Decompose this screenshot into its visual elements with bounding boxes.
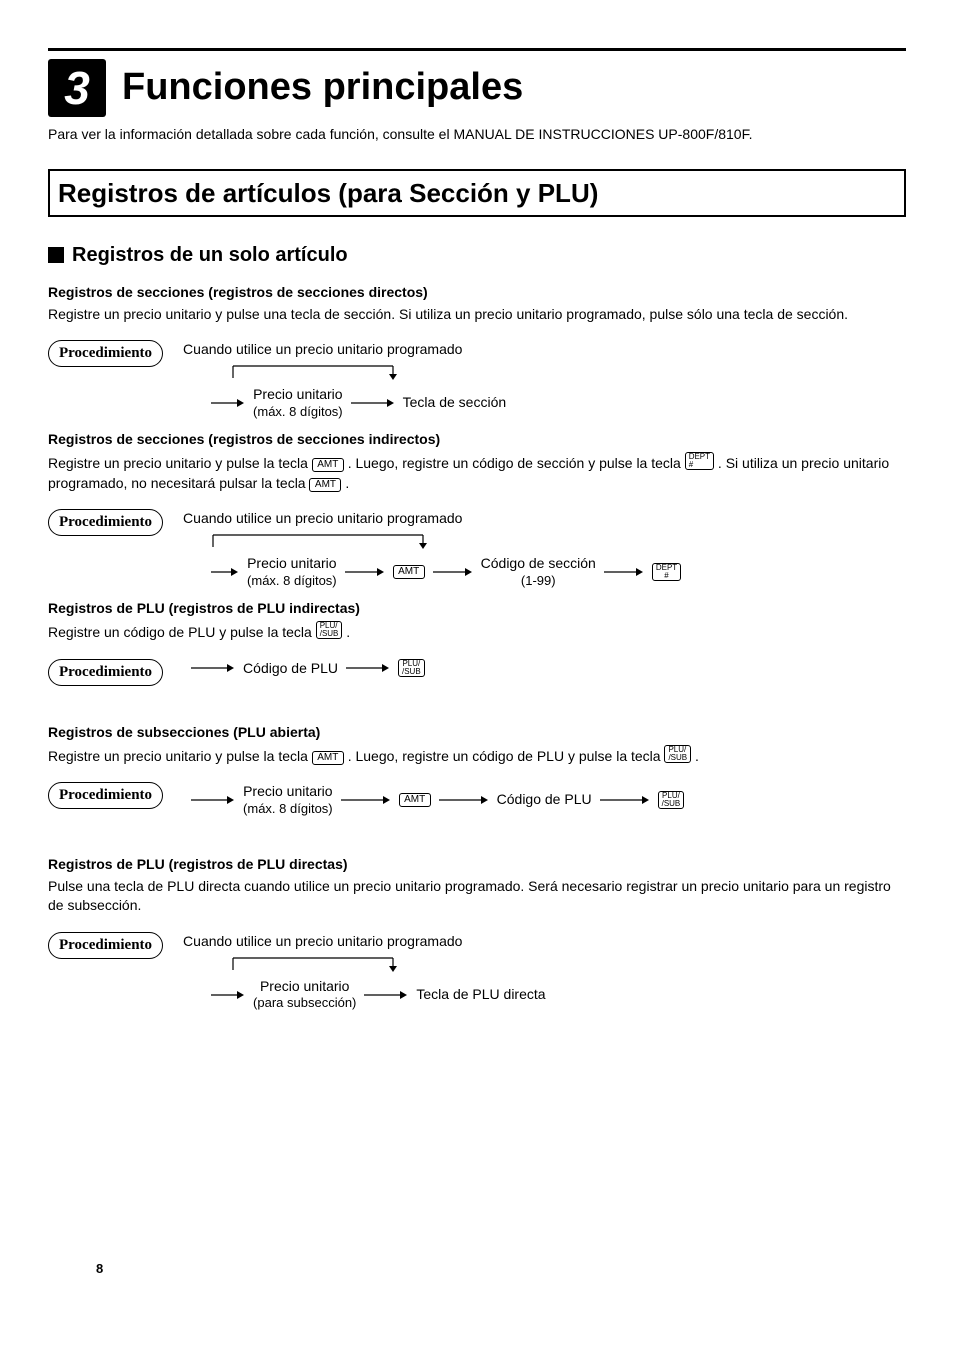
- txt: Registre un precio unitario y pulse la t…: [48, 748, 312, 764]
- arrow-icon: [341, 795, 391, 805]
- skip-arrow-icon: [183, 956, 443, 974]
- unit-price-label: Precio unitario: [260, 977, 350, 995]
- section-title: Registros de artículos (para Sección y P…: [48, 169, 906, 217]
- range-label: (1-99): [521, 573, 556, 590]
- block3-procedure: Procedimiento Código de PLU PLU/ /SUB: [48, 659, 906, 686]
- txt: Registre un precio unitario y pulse la t…: [48, 455, 312, 471]
- unit-price: Precio unitario (máx. 8 dígitos): [247, 554, 337, 589]
- txt: .: [346, 624, 350, 640]
- skip-arrow-icon: [183, 533, 463, 551]
- amt-key-icon: AMT: [393, 565, 425, 579]
- amt-key-icon: AMT: [309, 478, 341, 492]
- top-rule: [48, 48, 906, 51]
- arrow-icon: [351, 398, 395, 408]
- block2-procedure: Procedimiento Cuando utilice un precio u…: [48, 509, 906, 589]
- block2-title: Registros de secciones (registros de sec…: [48, 430, 906, 450]
- arrow-icon: [211, 567, 239, 577]
- arrow-icon: [211, 398, 245, 408]
- block4-procedure: Procedimiento Precio unitario (máx. 8 dí…: [48, 782, 906, 817]
- amt-key-icon: AMT: [399, 793, 431, 807]
- amt-key-icon: AMT: [312, 458, 344, 472]
- arrow-icon: [211, 990, 245, 1000]
- skip-arrow-icon: [183, 364, 443, 382]
- chapter-number-box: 3: [48, 59, 106, 117]
- txt: . Luego, registre un código de sección y…: [348, 455, 685, 471]
- arrow-icon: [433, 567, 473, 577]
- unit-price-label: Precio unitario: [243, 782, 333, 800]
- plu-code-label: Código de PLU: [243, 659, 338, 679]
- arrow-icon: [191, 663, 235, 673]
- subsection-note: (para subsección): [253, 995, 356, 1012]
- block1-title: Registros de secciones (registros de sec…: [48, 283, 906, 303]
- arrow-icon: [346, 663, 390, 673]
- chapter-title: Funciones principales: [122, 61, 523, 114]
- plu-code-label: Código de PLU: [497, 790, 592, 810]
- subsection-title: Registros de un solo artículo: [72, 241, 348, 269]
- direct-plu-key-label: Tecla de PLU directa: [416, 985, 545, 1005]
- block4-text: Registre un precio unitario y pulse la t…: [48, 745, 906, 767]
- plu-key-icon: PLU/ /SUB: [658, 791, 685, 809]
- unit-price-label: Precio unitario: [247, 554, 337, 572]
- txt: Registre un código de PLU y pulse la tec…: [48, 624, 316, 640]
- dept-key-icon: DEPT #: [652, 563, 681, 581]
- arrow-icon: [600, 795, 650, 805]
- block5-title: Registros de PLU (registros de PLU direc…: [48, 855, 906, 875]
- block3-text: Registre un código de PLU y pulse la tec…: [48, 621, 906, 643]
- programmed-note: Cuando utilice un precio unitario progra…: [183, 932, 906, 952]
- arrow-icon: [439, 795, 489, 805]
- block5-procedure: Procedimiento Cuando utilice un precio u…: [48, 932, 906, 1012]
- plu-key-icon: PLU/ /SUB: [316, 621, 343, 639]
- txt: . Luego, registre un código de PLU y pul…: [348, 748, 665, 764]
- procedure-label: Procedimiento: [48, 340, 163, 367]
- max-digits: (máx. 8 dígitos): [247, 573, 337, 590]
- arrow-icon: [604, 567, 644, 577]
- dept-key-icon: DEPT #: [685, 452, 714, 470]
- unit-price-label: Precio unitario: [253, 385, 343, 403]
- block1-procedure: Procedimiento Cuando utilice un precio u…: [48, 340, 906, 420]
- arrow-icon: [345, 567, 385, 577]
- block5-text: Pulse una tecla de PLU directa cuando ut…: [48, 877, 906, 916]
- plu-key-icon: PLU/ /SUB: [398, 659, 425, 677]
- programmed-note: Cuando utilice un precio unitario progra…: [183, 509, 906, 529]
- procedure-label: Procedimiento: [48, 782, 163, 809]
- txt: .: [345, 475, 349, 491]
- section-key-label: Tecla de sección: [403, 393, 507, 413]
- chapter-header: 3 Funciones principales: [48, 59, 906, 117]
- procedure-label: Procedimiento: [48, 659, 163, 686]
- section-code-label: Código de sección: [481, 554, 596, 572]
- txt: .: [695, 748, 699, 764]
- square-bullet-icon: [48, 247, 64, 263]
- amt-key-icon: AMT: [312, 751, 344, 765]
- programmed-note: Cuando utilice un precio unitario progra…: [183, 340, 906, 360]
- section-code: Código de sección (1-99): [481, 554, 596, 589]
- block1-text: Registre un precio unitario y pulse una …: [48, 305, 906, 325]
- plu-key-icon: PLU/ /SUB: [664, 745, 691, 763]
- block3-title: Registros de PLU (registros de PLU indir…: [48, 599, 906, 619]
- intro-paragraph: Para ver la información detallada sobre …: [48, 125, 906, 145]
- procedure-label: Procedimiento: [48, 509, 163, 536]
- unit-price: Precio unitario (para subsección): [253, 977, 356, 1012]
- block4-title: Registros de subsecciones (PLU abierta): [48, 723, 906, 743]
- max-digits: (máx. 8 dígitos): [253, 404, 343, 421]
- unit-price: Precio unitario (máx. 8 dígitos): [253, 385, 343, 420]
- subsection-row: Registros de un solo artículo: [48, 241, 906, 269]
- unit-price: Precio unitario (máx. 8 dígitos): [243, 782, 333, 817]
- max-digits: (máx. 8 dígitos): [243, 801, 333, 818]
- page-number: 8: [96, 1260, 103, 1278]
- block2-text: Registre un precio unitario y pulse la t…: [48, 452, 906, 493]
- arrow-icon: [364, 990, 408, 1000]
- arrow-icon: [191, 795, 235, 805]
- procedure-label: Procedimiento: [48, 932, 163, 959]
